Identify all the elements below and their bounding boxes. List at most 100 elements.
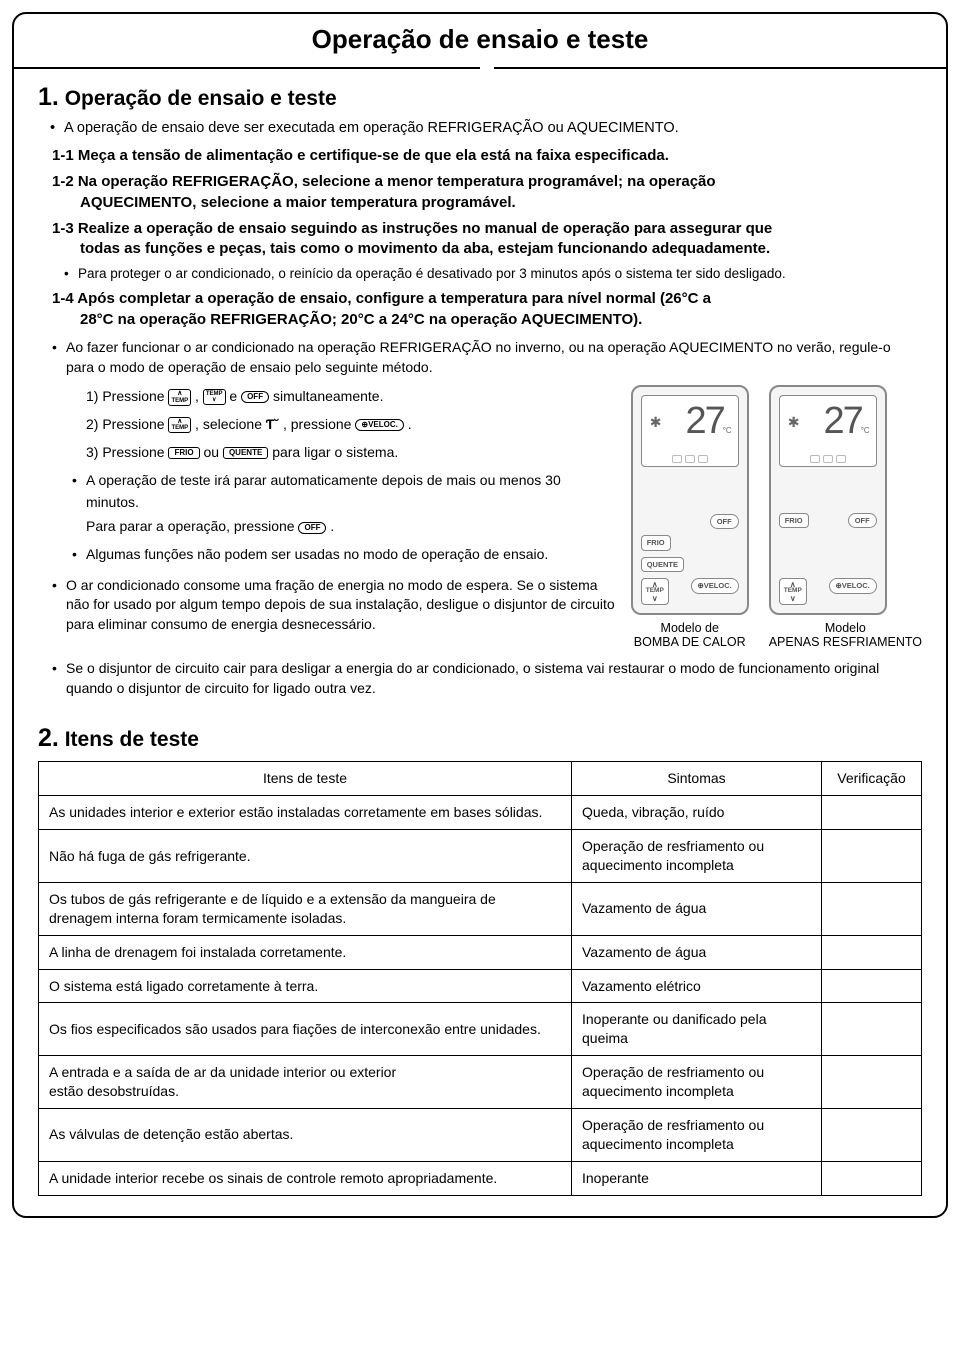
- mode-icon: [698, 455, 708, 463]
- remote-temp-button[interactable]: ∧ TEMP ∨: [641, 578, 669, 605]
- table-row: Os tubos de gás refrigerante e de líquid…: [39, 882, 922, 935]
- intro-bullet: A operação de ensaio deve ser executada …: [64, 120, 922, 136]
- remote-temp-button[interactable]: ∧ TEMP ∨: [779, 578, 807, 605]
- step-bullet-2: Algumas funções não podem ser usadas no …: [86, 543, 617, 565]
- cell-check: [822, 1003, 922, 1056]
- remote-1-row-off: OFF: [641, 514, 739, 530]
- cell-symptom: Operação de resfriamento ou aquecimento …: [572, 1109, 822, 1162]
- remote-1-caption-2: BOMBA DE CALOR: [631, 635, 749, 649]
- sub-1-4-line2: 28°C na operação REFRIGERAÇÃO; 20°C a 24…: [80, 310, 922, 330]
- veloc-label: VELOC.: [368, 420, 398, 429]
- remote-2-row-bottom: ∧ TEMP ∨ ⊕VELOC.: [779, 578, 877, 605]
- mode-symbol-icon: Ƭ˘: [266, 416, 279, 432]
- cell-item: As válvulas de detenção estão abertas.: [39, 1109, 572, 1162]
- cell-check: [822, 1056, 922, 1109]
- section2-num: 2.: [38, 724, 59, 752]
- table-row: Não há fuga de gás refrigerante.Operação…: [39, 830, 922, 883]
- off-button-icon: OFF: [241, 391, 269, 403]
- step-stop: Para parar a operação, pressione OFF .: [86, 515, 617, 539]
- cell-item: A unidade interior recebe os sinais de c…: [39, 1161, 572, 1195]
- table-row: As unidades interior e exterior estão in…: [39, 796, 922, 830]
- cell-item: Não há fuga de gás refrigerante.: [39, 830, 572, 883]
- step-1: 1) Pressione ∧TEMP , TEMP∨ e OFF simulta…: [86, 385, 617, 409]
- table-row: O sistema está ligado corretamente à ter…: [39, 969, 922, 1003]
- cell-check: [822, 830, 922, 883]
- frio-button-icon: FRIO: [168, 447, 199, 459]
- step-stop-a: Para parar a operação, pressione: [86, 518, 298, 534]
- temp-label: TEMP: [171, 398, 188, 404]
- remote-frio-button[interactable]: FRIO: [641, 535, 671, 551]
- table-row: A unidade interior recebe os sinais de c…: [39, 1161, 922, 1195]
- cell-symptom: Inoperante ou danificado pela queima: [572, 1003, 822, 1056]
- step-2: 2) Pressione ∧TEMP , selecione Ƭ˘ , pres…: [86, 413, 617, 437]
- remote-frio-button[interactable]: FRIO: [779, 513, 809, 529]
- page-frame: Operação de ensaio e teste 1. Operação d…: [12, 12, 948, 1218]
- temp-button-icon: ∧TEMP: [168, 389, 191, 405]
- remote-off-button[interactable]: OFF: [710, 514, 739, 530]
- breaker-note: Se o disjuntor de circuito cair para des…: [66, 659, 922, 698]
- remote-veloc-label: VELOC.: [704, 581, 732, 590]
- page-title: Operação de ensaio e teste: [14, 24, 946, 55]
- snowflake-icon: ✱: [788, 414, 800, 431]
- remote-2-row-top: FRIO OFF: [779, 513, 877, 529]
- temp-button-icon-2: ∧TEMP: [168, 417, 191, 433]
- sub-1-3: 1-3 Realize a operação de ensaio seguind…: [52, 219, 922, 260]
- step2-text-c: , pressione: [283, 416, 355, 432]
- sub-1-3-bullet: Para proteger o ar condicionado, o reiní…: [78, 265, 922, 283]
- cell-item: As unidades interior e exterior estão in…: [39, 796, 572, 830]
- remote-2-mode-icons: [780, 455, 876, 463]
- mode-icon: [823, 455, 833, 463]
- table-header-row: Itens de teste Sintomas Verificação: [39, 762, 922, 796]
- cell-item: A linha de drenagem foi instalada corret…: [39, 935, 572, 969]
- mode-icon: [836, 455, 846, 463]
- title-bar: Operação de ensaio e teste: [14, 14, 946, 69]
- remote-veloc-button[interactable]: ⊕VELOC.: [691, 578, 739, 594]
- step-3: 3) Pressione FRIO ou QUENTE para ligar o…: [86, 441, 617, 465]
- section2-title: Itens de teste: [65, 728, 199, 751]
- quente-button-icon: QUENTE: [223, 447, 268, 459]
- cell-check: [822, 1161, 922, 1195]
- remote-off-button[interactable]: OFF: [848, 513, 877, 529]
- remote-1-temp: 27: [685, 400, 723, 443]
- col-items: Itens de teste: [39, 762, 572, 796]
- sub-1-3-line1: 1-3 Realize a operação de ensaio seguind…: [52, 220, 772, 237]
- step3-text-b: ou: [203, 444, 222, 460]
- section1-title: Operação de ensaio e teste: [65, 87, 337, 110]
- remotes-group: ✱ 27 °C OFF: [631, 385, 922, 649]
- steps-column: 1) Pressione ∧TEMP , TEMP∨ e OFF simulta…: [38, 385, 617, 649]
- standby-note: O ar condicionado consome uma fração de …: [66, 576, 617, 635]
- cell-symptom: Operação de resfriamento ou aquecimento …: [572, 1056, 822, 1109]
- remote-veloc-button[interactable]: ⊕VELOC.: [829, 578, 877, 594]
- remote-1-row-frio: FRIO: [641, 535, 739, 551]
- remote-1-body: ✱ 27 °C OFF: [631, 385, 749, 615]
- sub-1-1: 1-1 Meça a tensão de alimentação e certi…: [52, 146, 922, 166]
- cell-check: [822, 969, 922, 1003]
- remote-1-caption-1: Modelo de: [631, 621, 749, 635]
- remote-1-row-bottom: ∧ TEMP ∨ ⊕VELOC.: [641, 578, 739, 605]
- veloc-button-icon: ⊕VELOC.: [355, 419, 403, 431]
- section1-num: 1.: [38, 83, 59, 111]
- off-button-icon-2: OFF: [298, 522, 326, 534]
- remote-2-temp: 27: [823, 400, 861, 443]
- temp-up-button-icon: TEMP∨: [203, 389, 226, 405]
- remote-1-mode-icons: [642, 455, 738, 463]
- remote-2-caption-2: APENAS RESFRIAMENTO: [769, 635, 922, 649]
- remote-cooling-only: ✱ 27 °C FRIO OFF: [769, 385, 922, 649]
- cell-check: [822, 796, 922, 830]
- mode-icon: [685, 455, 695, 463]
- step2-text-b: , selecione: [195, 416, 266, 432]
- section1-heading: 1. Operação de ensaio e teste: [38, 83, 922, 112]
- cell-item: Os fios especificados são usados para fi…: [39, 1003, 572, 1056]
- remote-1-lcd: ✱ 27 °C: [641, 395, 739, 467]
- remote-quente-button[interactable]: QUENTE: [641, 557, 684, 573]
- snowflake-icon: ✱: [650, 414, 662, 431]
- mode-icon: [810, 455, 820, 463]
- sub-1-2: 1-2 Na operação REFRIGERAÇÃO, selecione …: [52, 172, 922, 213]
- content: 1. Operação de ensaio e teste A operação…: [14, 69, 946, 1216]
- test-items-table: Itens de teste Sintomas Verificação As u…: [38, 761, 922, 1195]
- sub-1-3-line2: todas as funções e peças, tais como o mo…: [80, 239, 922, 259]
- cell-symptom: Queda, vibração, ruído: [572, 796, 822, 830]
- remote-1-row-quente: QUENTE: [641, 557, 739, 573]
- cell-symptom: Vazamento de água: [572, 935, 822, 969]
- step-stop-b: .: [330, 518, 334, 534]
